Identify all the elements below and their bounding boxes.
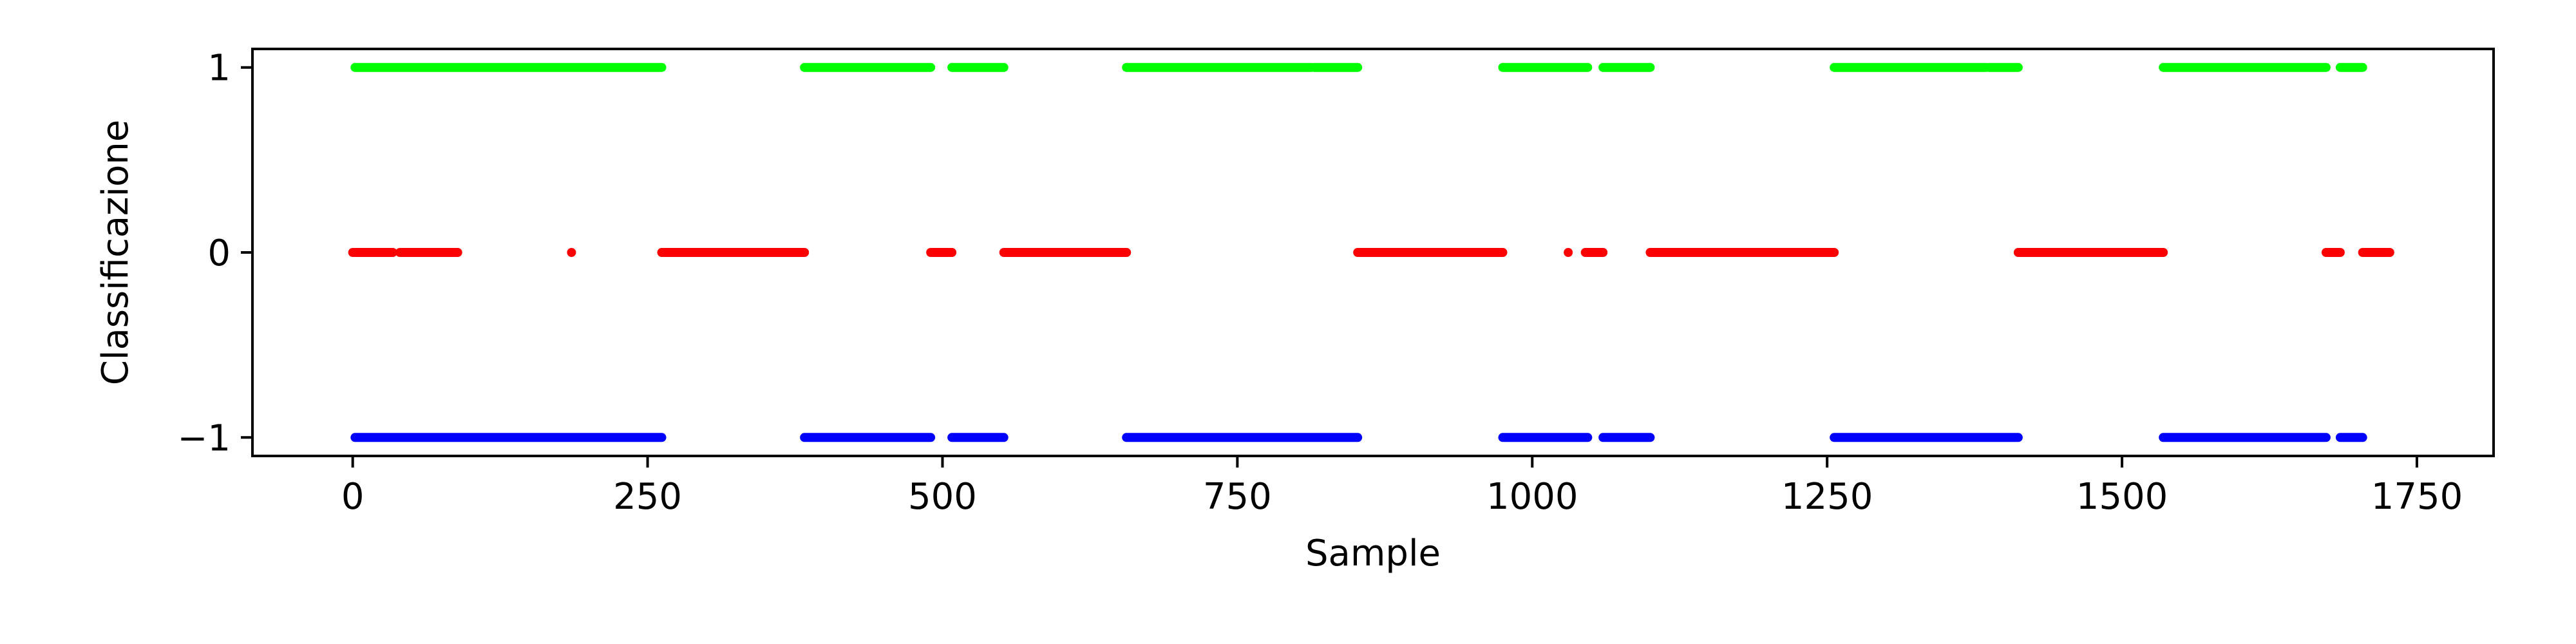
x-tick-label: 750 <box>1203 476 1272 518</box>
y-tick-label: 0 <box>207 232 231 274</box>
x-tick-label: 1250 <box>1781 476 1873 518</box>
data-point <box>567 248 576 257</box>
x-tick-label: 1500 <box>2076 476 2168 518</box>
x-tick-label: 1750 <box>2371 476 2463 518</box>
series-0 <box>348 248 2394 257</box>
x-tick-label: 250 <box>613 476 682 518</box>
y-tick-label: −1 <box>177 417 231 459</box>
y-axis-ticks: −1 0 1 <box>177 48 252 459</box>
data-point <box>1564 248 1573 257</box>
x-axis-label: Sample <box>1305 533 1441 574</box>
x-tick-label: 0 <box>341 476 365 518</box>
x-tick-label: 500 <box>908 476 977 518</box>
x-axis-ticks: 0 250 500 750 1000 1250 1500 1750 <box>341 456 2463 518</box>
y-axis-label: Classificazione <box>95 120 137 385</box>
series-layer <box>348 62 2394 442</box>
y-tick-label: 1 <box>207 48 231 90</box>
x-tick-label: 1000 <box>1486 476 1578 518</box>
